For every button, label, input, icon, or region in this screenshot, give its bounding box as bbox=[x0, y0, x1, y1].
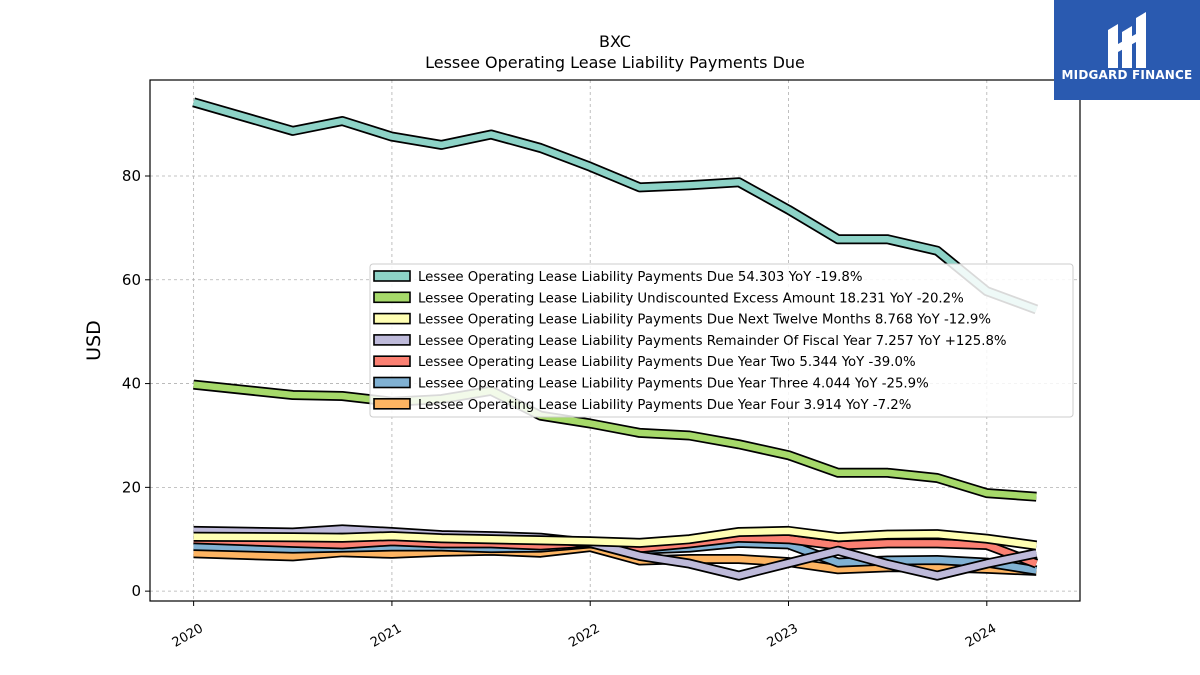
y-tick-label: 40 bbox=[122, 375, 141, 393]
legend-swatch bbox=[373, 397, 411, 410]
logo-mark-icon bbox=[1108, 12, 1146, 68]
legend-swatch bbox=[373, 376, 411, 389]
y-axis-label: USD bbox=[83, 320, 105, 361]
x-tick-label: 2021 bbox=[368, 621, 404, 651]
legend-swatch bbox=[373, 355, 411, 368]
x-tick-label: 2022 bbox=[566, 621, 602, 651]
legend-entry-label: Lessee Operating Lease Liability Payment… bbox=[418, 334, 1007, 349]
legend-box bbox=[369, 263, 1074, 418]
series-line bbox=[193, 534, 1038, 567]
x-tick-label: 2020 bbox=[170, 621, 206, 651]
legend-entry-label: Lessee Operating Lease Liability Payment… bbox=[418, 355, 916, 370]
series-line bbox=[192, 99, 1038, 313]
legend-entry-label: Lessee Operating Lease Liability Payment… bbox=[418, 313, 991, 328]
legend-swatch bbox=[373, 270, 411, 282]
chart-title-line2: Lessee Operating Lease Liability Payment… bbox=[425, 53, 805, 72]
y-tick-label: 60 bbox=[122, 271, 141, 289]
midgard-finance-logo: MIDGARD FINANCE bbox=[1054, 0, 1200, 100]
x-tick-label: 2023 bbox=[765, 621, 801, 651]
y-tick-label: 0 bbox=[131, 582, 141, 600]
series-line bbox=[193, 527, 1037, 549]
legend-swatch bbox=[373, 334, 411, 346]
legend-entry-label: Lessee Operating Lease Liability Payment… bbox=[418, 377, 929, 392]
series-lines bbox=[192, 97, 1039, 581]
y-tick-label: 80 bbox=[122, 167, 141, 185]
legend-entry-label: Lessee Operating Lease Liability Undisco… bbox=[418, 291, 964, 306]
logo-text: MIDGARD FINANCE bbox=[1061, 68, 1193, 82]
legend-swatch bbox=[373, 312, 411, 325]
chart-title-line1: BXC bbox=[599, 32, 631, 51]
x-tick-label: 2024 bbox=[963, 621, 999, 651]
series-line bbox=[193, 526, 1038, 579]
legend-swatch bbox=[373, 291, 411, 304]
y-tick-label: 20 bbox=[122, 478, 141, 496]
legend-entry-label: Lessee Operating Lease Liability Payment… bbox=[418, 270, 863, 285]
legend-entry-label: Lessee Operating Lease Liability Payment… bbox=[418, 398, 911, 413]
legend: Lessee Operating Lease Liability Payment… bbox=[369, 263, 1074, 418]
plot-frame bbox=[149, 79, 1081, 602]
